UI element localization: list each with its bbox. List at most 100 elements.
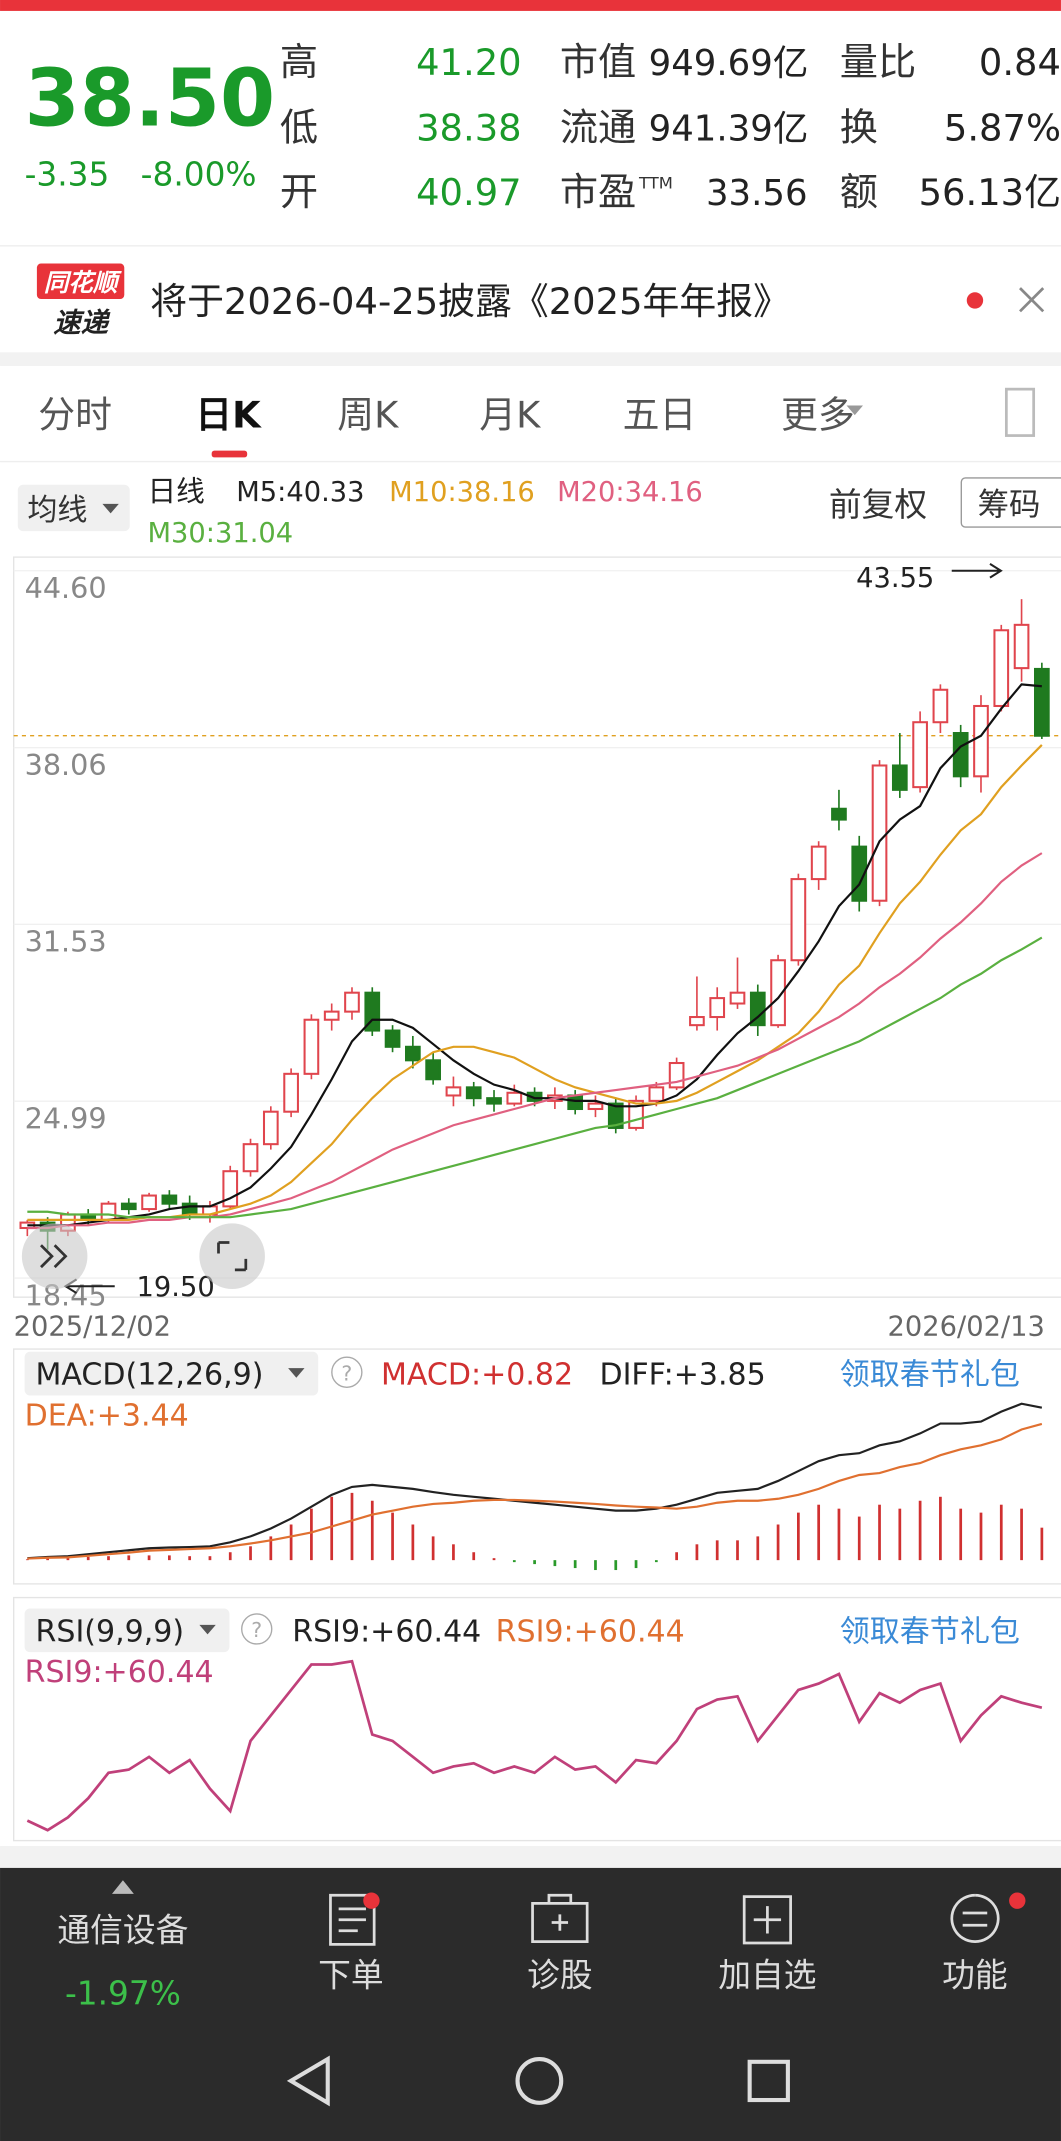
stats: 高 41.20 市值 949.69亿 量比 0.84 低 38.38 流通 941.39亿换 5.8… xyxy=(280,41,1061,215)
action-label[interactable]: 功能 xyxy=(942,1957,1008,1995)
high-arrow xyxy=(951,563,1003,579)
y-tick-label: 24.99 xyxy=(25,1101,107,1135)
dropdown-arrow xyxy=(288,1368,305,1378)
stat-value: 949.69亿 xyxy=(649,43,809,84)
candle-body xyxy=(567,1094,584,1111)
dea-value: DEA:+3.44 xyxy=(25,1399,189,1434)
tab[interactable]: 周K xyxy=(337,393,399,436)
stat-value: 41.20 xyxy=(416,41,522,84)
y-tick-label: 44.60 xyxy=(25,571,107,605)
high-label: 43.55 xyxy=(856,563,934,594)
stat-label: 高 xyxy=(280,41,318,85)
help-icon[interactable] xyxy=(331,1356,363,1388)
more-arrow xyxy=(846,405,863,416)
order-icon[interactable] xyxy=(329,1893,376,1946)
ma20-label: M20:34.16 xyxy=(557,477,703,508)
candle-body xyxy=(587,1102,604,1111)
dea-line xyxy=(27,1422,1043,1560)
tab[interactable]: 五日 xyxy=(623,393,697,436)
end-date: 2026/02/13 xyxy=(888,1311,1045,1342)
rsi-frame xyxy=(13,1596,1061,1842)
chips-button[interactable] xyxy=(960,477,1061,528)
rsi-chart xyxy=(26,1659,1043,1832)
period: 日线 xyxy=(147,474,204,508)
change-pct: -8.00% xyxy=(141,156,257,194)
dropdown-arrow xyxy=(102,503,119,514)
stat-label: 市值 xyxy=(560,41,636,85)
kline-frame xyxy=(13,556,1061,1298)
rsi2-value: RSI9:+60.44 xyxy=(496,1614,685,1649)
logo xyxy=(36,263,125,300)
bottom-bar xyxy=(0,1867,1061,2141)
candle-body xyxy=(891,764,908,791)
ma-line xyxy=(27,744,1043,1221)
candle-body xyxy=(668,1061,685,1089)
stat-value: 56.13亿 xyxy=(919,171,1061,214)
candle-body xyxy=(323,1010,340,1021)
diff-value: DIFF:+3.85 xyxy=(599,1358,765,1393)
promo[interactable]: 领取春节礼包 xyxy=(840,1614,1020,1649)
candle-body xyxy=(100,1202,117,1221)
promo[interactable]: 领取春节礼包 xyxy=(840,1358,1020,1393)
stat-value: 5.87% xyxy=(944,107,1061,150)
candle-body xyxy=(952,732,969,778)
tab[interactable]: 月K xyxy=(479,393,541,436)
adjust[interactable]: 前复权 xyxy=(829,486,927,524)
action-label[interactable]: 诊股 xyxy=(527,1957,593,1995)
chips[interactable]: 筹码 xyxy=(978,487,1041,523)
candle-body xyxy=(648,1086,665,1102)
candle-body xyxy=(161,1194,178,1205)
macd-button[interactable]: MACD(12,26,9) xyxy=(36,1358,264,1393)
action-label[interactable]: 加自选 xyxy=(718,1957,816,1995)
close-icon[interactable] xyxy=(1019,287,1045,313)
ma-button[interactable]: 均线 xyxy=(27,493,87,528)
tab[interactable]: 日K xyxy=(195,393,262,436)
action-icons xyxy=(329,1893,1000,1946)
scroll-button[interactable] xyxy=(21,1223,88,1289)
ma-line xyxy=(27,683,1042,1227)
help-icon[interactable] xyxy=(241,1613,273,1645)
rsi-button[interactable]: RSI(9,9,9) xyxy=(36,1614,185,1649)
tab[interactable]: 更多 xyxy=(781,393,855,436)
nav-back[interactable] xyxy=(286,2055,330,2107)
stat-label: 换 xyxy=(840,107,878,151)
stat-value: 0.84 xyxy=(979,41,1061,84)
gap xyxy=(0,352,1061,366)
candle-body xyxy=(262,1110,279,1146)
price: 38.50 xyxy=(25,52,275,145)
news-text[interactable]: 将于2026-04-25披露《2025年年报》 xyxy=(150,280,790,323)
zoom-icon xyxy=(217,1241,248,1272)
diagnose-icon[interactable] xyxy=(531,1893,589,1944)
sector[interactable]: 通信设备 xyxy=(57,1912,188,1950)
action-label[interactable]: 下单 xyxy=(318,1957,384,1995)
candle-body xyxy=(871,764,888,902)
nav-home[interactable] xyxy=(515,2057,564,2105)
stat-value: 33.56 xyxy=(706,173,808,214)
candle-body xyxy=(141,1194,157,1211)
diff-line xyxy=(27,1402,1043,1560)
ma-button-bg[interactable] xyxy=(17,484,130,532)
stat-label: 低 xyxy=(280,107,318,151)
rsi3-value: RSI9:+60.44 xyxy=(25,1655,214,1690)
tab[interactable]: 分时 xyxy=(38,393,112,436)
candle-body xyxy=(1034,667,1050,737)
rsi-button-bg[interactable] xyxy=(24,1608,230,1653)
macd-chart xyxy=(25,1402,1044,1571)
candle-body xyxy=(831,807,847,821)
candle-body xyxy=(506,1091,523,1105)
macd-button-bg[interactable] xyxy=(24,1351,319,1396)
stat-label: 额 xyxy=(840,171,878,215)
scroll-icon xyxy=(40,1244,68,1269)
layout-icon[interactable] xyxy=(1004,387,1036,437)
zoom-button[interactable] xyxy=(199,1223,265,1289)
candle-body xyxy=(790,878,807,962)
ma10-label: M10:38.16 xyxy=(389,477,535,508)
nav-recent[interactable] xyxy=(747,2059,790,2103)
candle-body xyxy=(689,1016,705,1027)
stat-label: 市盈 xyxy=(560,171,636,215)
add-icon[interactable] xyxy=(742,1895,792,1945)
logo-bottom: 速递 xyxy=(53,308,110,339)
function-icon[interactable] xyxy=(950,1893,1000,1943)
